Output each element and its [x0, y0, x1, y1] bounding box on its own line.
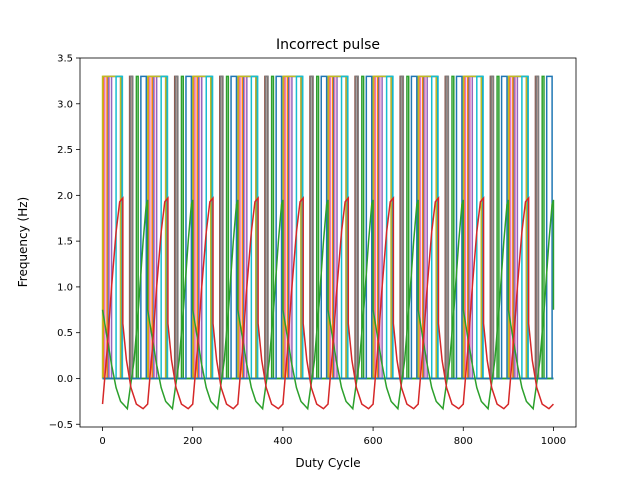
y-tick-label: 3.0: [57, 99, 73, 110]
y-tick-label: 2.0: [57, 191, 73, 202]
y-tick-label: 0.0: [57, 374, 73, 385]
y-tick-label: −0.5: [49, 420, 73, 431]
x-tick-label: 0: [99, 436, 105, 447]
y-axis-label: Frequency (Hz): [16, 197, 30, 288]
x-tick-label: 1000: [541, 436, 566, 447]
axes-frame: [79, 57, 577, 428]
y-axis: −0.5 0.0 0.5 1.0 1.5 2.0 2.5 3.0 3.5: [49, 54, 80, 431]
y-tick-label: 0.5: [57, 328, 73, 339]
y-tick-label: 3.5: [57, 54, 73, 65]
x-tick-label: 600: [364, 436, 383, 447]
green-wave-series: [101, 199, 555, 411]
pulse-series-9: [102, 75, 554, 380]
x-axis: 0 200 400 600 800 1000: [99, 427, 566, 447]
x-tick-label: 400: [273, 436, 292, 447]
x-tick-label: 800: [454, 436, 473, 447]
y-tick-label: 2.5: [57, 145, 73, 156]
x-axis-label: Duty Cycle: [295, 456, 360, 470]
y-tick-label: 1.0: [57, 282, 73, 293]
plot-marks: [101, 75, 555, 411]
x-tick-label: 200: [183, 436, 202, 447]
y-tick-label: 1.5: [57, 237, 73, 248]
chart-title: Incorrect pulse: [276, 37, 380, 53]
red-wave-series: [101, 196, 554, 410]
